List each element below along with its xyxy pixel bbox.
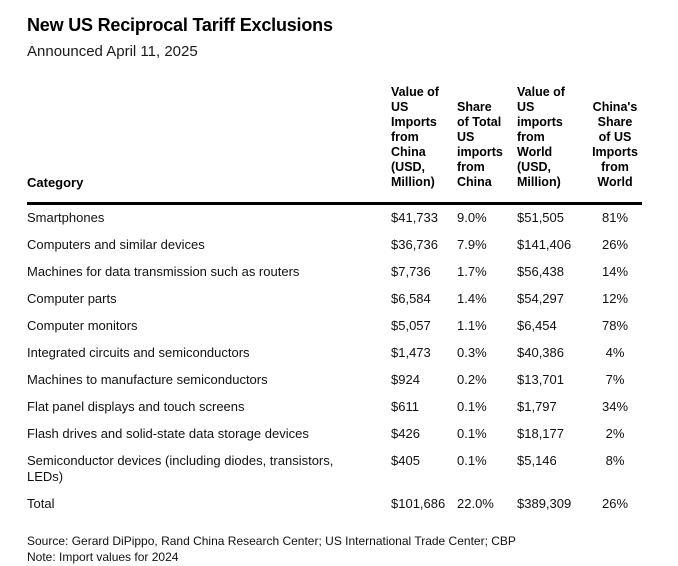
column-header-category: Category [27,175,84,190]
china-share-world-cell: 4% [605,345,625,360]
column-header-share-total-us-imports-china: Share of Total US imports from China [457,100,503,189]
category-cell: Computers and similar devices [27,237,205,252]
column-header-value-imports-china: Value of US Imports from China (USD, Mil… [391,85,439,189]
page-title: New US Reciprocal Tariff Exclusions [27,15,333,35]
table-row: Machines to manufacture semiconductors $… [27,367,642,394]
category-cell: Flat panel displays and touch screens [27,399,245,414]
category-cell: Computer monitors [27,318,138,333]
china-share-world-cell: 7% [605,372,625,387]
total-value-imports-china-cell: $101,686 [391,496,446,511]
china-share-world-cell: 78% [601,318,629,333]
china-share-world-cell: 26% [601,237,629,252]
category-cell: Machines to manufacture semiconductors [27,372,268,387]
total-china-share-world-cell: 26% [601,496,629,511]
value-imports-world-cell: $18,177 [517,426,564,441]
column-header-value-imports-world: Value of US imports from World (USD, Mil… [517,85,565,189]
category-cell: Machines for data transmission such as r… [27,264,300,279]
total-share-imports-china-cell: 22.0% [457,496,494,511]
china-share-world-cell: 14% [601,264,629,279]
china-share-world-cell: 2% [605,426,625,441]
value-imports-china-cell: $36,736 [391,237,438,252]
table-row: Computer parts $6,584 1.4% $54,297 12% [27,286,642,313]
data-note: Note: Import values for 2024 [27,550,179,564]
value-imports-world-cell: $56,438 [517,264,564,279]
value-imports-china-cell: $41,733 [391,210,438,225]
share-imports-china-cell: 1.4% [457,291,487,306]
footer: Source: Gerard DiPippo, Rand China Resea… [27,533,642,565]
table-row: Integrated circuits and semiconductors $… [27,340,642,367]
value-imports-china-cell: $426 [391,426,420,441]
share-imports-china-cell: 0.1% [457,399,487,414]
table-row: Computer monitors $5,057 1.1% $6,454 78% [27,313,642,340]
share-imports-china-cell: 0.3% [457,345,487,360]
page-subtitle: Announced April 11, 2025 [27,43,198,60]
value-imports-world-cell: $6,454 [517,318,557,333]
total-value-imports-world-cell: $389,309 [517,496,572,511]
value-imports-world-cell: $1,797 [517,399,557,414]
value-imports-world-cell: $141,406 [517,237,572,252]
value-imports-world-cell: $13,701 [517,372,564,387]
table-header-row: Category Value of US Imports from China … [27,85,642,204]
china-share-world-cell: 12% [601,291,629,306]
table-row: Flat panel displays and touch screens $6… [27,394,642,421]
category-cell: Flash drives and solid-state data storag… [27,426,309,441]
table-row: Flash drives and solid-state data storag… [27,421,642,448]
category-cell: Semiconductor devices (including diodes,… [27,453,334,484]
tariff-exclusions-table: Category Value of US Imports from China … [27,85,642,518]
table-row: Semiconductor devices (including diodes,… [27,448,642,491]
value-imports-world-cell: $5,146 [517,453,557,468]
value-imports-world-cell: $40,386 [517,345,564,360]
china-share-world-cell: 81% [601,210,629,225]
value-imports-china-cell: $924 [391,372,420,387]
value-imports-world-cell: $54,297 [517,291,564,306]
share-imports-china-cell: 7.9% [457,237,487,252]
total-label-cell: Total [27,496,55,511]
value-imports-china-cell: $7,736 [391,264,431,279]
share-imports-china-cell: 0.1% [457,453,487,468]
total-row: Total $101,686 22.0% $389,309 26% [27,491,642,518]
share-imports-china-cell: 9.0% [457,210,487,225]
share-imports-china-cell: 1.7% [457,264,487,279]
column-header-china-share-world: China's Share of US Imports from World [592,100,638,189]
table-row: Smartphones $41,733 9.0% $51,505 81% [27,204,642,233]
category-cell: Integrated circuits and semiconductors [27,345,250,360]
china-share-world-cell: 8% [605,453,625,468]
source-note: Source: Gerard DiPippo, Rand China Resea… [27,534,516,548]
table-row: Computers and similar devices $36,736 7.… [27,232,642,259]
china-share-world-cell: 34% [601,399,629,414]
share-imports-china-cell: 0.2% [457,372,487,387]
category-cell: Smartphones [27,210,105,225]
share-imports-china-cell: 0.1% [457,426,487,441]
value-imports-world-cell: $51,505 [517,210,564,225]
value-imports-china-cell: $6,584 [391,291,431,306]
value-imports-china-cell: $611 [391,399,419,414]
table-row: Machines for data transmission such as r… [27,259,642,286]
value-imports-china-cell: $405 [391,453,420,468]
category-cell: Computer parts [27,291,117,306]
value-imports-china-cell: $5,057 [391,318,431,333]
share-imports-china-cell: 1.1% [457,318,487,333]
value-imports-china-cell: $1,473 [391,345,431,360]
